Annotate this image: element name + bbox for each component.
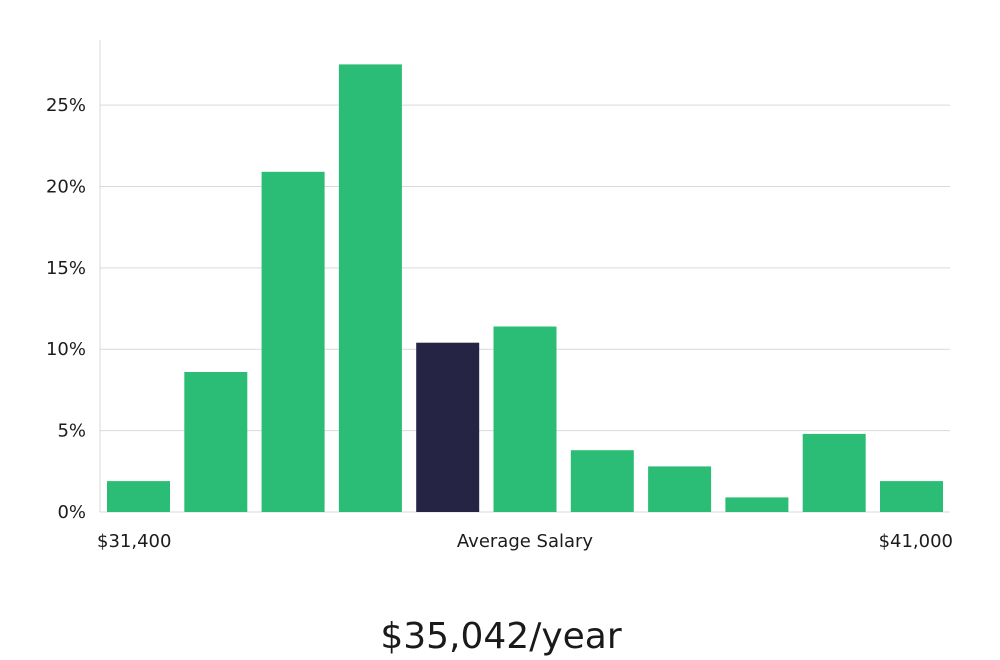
- bars: [107, 64, 943, 513]
- bar: [880, 481, 943, 512]
- bar-highlight: [416, 342, 480, 512]
- bar: [338, 64, 402, 513]
- x-min-label: $31,400: [97, 531, 171, 552]
- y-tick-label: 5%: [57, 421, 86, 442]
- y-tick-label: 20%: [46, 176, 86, 197]
- x-max-label: $41,000: [879, 531, 953, 552]
- bar: [725, 497, 789, 512]
- y-tick-label: 0%: [57, 502, 86, 523]
- y-tick-labels: 0% 5% 10% 15% 20% 25%: [46, 95, 86, 523]
- bar: [107, 481, 170, 512]
- bar: [184, 372, 248, 512]
- bar: [570, 450, 634, 512]
- bar: [493, 326, 557, 512]
- bar: [648, 466, 712, 512]
- average-salary-value: $35,042/year: [380, 616, 622, 657]
- y-tick-label: 10%: [46, 339, 86, 360]
- x-axis-label: Average Salary: [457, 531, 594, 552]
- bar: [261, 171, 325, 513]
- y-tick-label: 25%: [46, 95, 86, 116]
- bar: [802, 433, 866, 512]
- y-tick-label: 15%: [46, 258, 86, 279]
